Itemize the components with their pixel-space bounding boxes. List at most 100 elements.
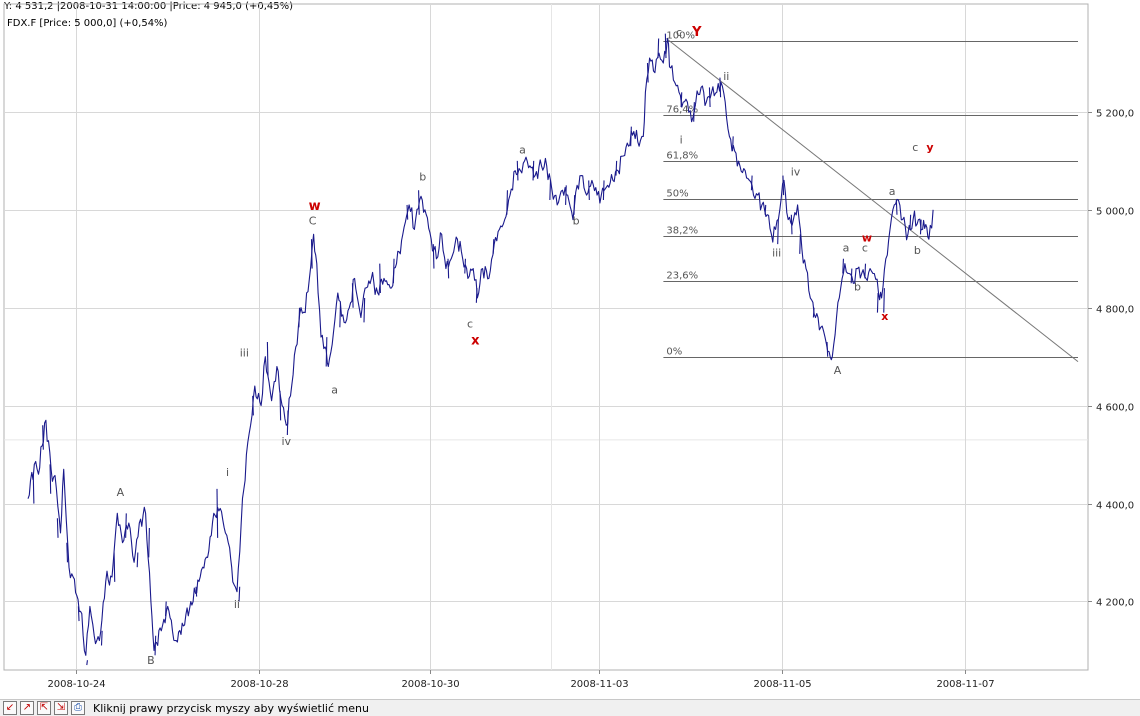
y-tick-label: 5 200,0 — [1096, 109, 1134, 120]
plot-frame — [3, 3, 1089, 671]
price-spike — [165, 601, 167, 617]
price-spike — [732, 136, 734, 152]
wave-label: iii — [240, 347, 249, 360]
price-spike — [86, 660, 88, 666]
wave-label: c — [862, 241, 868, 254]
price-spike — [602, 180, 605, 201]
price-spike — [379, 263, 381, 294]
price-spike — [850, 268, 853, 284]
price-spike — [532, 160, 535, 181]
price-spike — [363, 297, 366, 323]
wave-label: iv — [791, 166, 801, 179]
price-spike — [66, 542, 69, 563]
price-spike — [49, 464, 52, 494]
price-spike — [432, 244, 435, 269]
x-tick-label: 2008-10-24 — [47, 679, 105, 690]
wave-label: b — [419, 170, 426, 183]
wave-label: x — [881, 310, 888, 323]
zoom-out-icon[interactable]: ↙ — [3, 701, 17, 715]
price-spike — [238, 586, 241, 602]
price-spike — [447, 258, 450, 279]
wave-label: a — [889, 185, 896, 198]
price-spike — [777, 219, 779, 245]
price-spike — [148, 528, 150, 558]
wave-label: a — [843, 241, 850, 254]
price-spike — [42, 425, 44, 450]
crosshair-readout: Y: 4 531,2 |2008-10-31 14:00:00 |Price: … — [4, 1, 294, 12]
price-spike — [549, 180, 552, 201]
price-spike — [351, 283, 354, 308]
price-spike — [286, 410, 289, 436]
wave-label: b — [914, 244, 921, 257]
zoom-in-icon[interactable]: ↗ — [20, 701, 34, 715]
fib-level-label: 61,8% — [666, 151, 698, 162]
wave-label: c — [912, 141, 918, 154]
zoom-fit-icon[interactable]: ⇱ — [37, 701, 51, 715]
price-spike — [864, 263, 867, 279]
wave-label: Y — [691, 25, 702, 40]
price-spike — [646, 62, 649, 83]
wave-label: a — [519, 144, 526, 157]
price-line — [27, 37, 934, 656]
price-spike — [113, 552, 116, 582]
wave-label: c — [676, 26, 682, 39]
wave-label: b — [573, 215, 580, 228]
fib-level-label: 76,4% — [666, 105, 698, 116]
price-spike — [100, 630, 103, 646]
price-spike — [216, 488, 219, 538]
wave-label: iv — [282, 435, 292, 448]
price-spike — [883, 288, 885, 313]
y-tick-label: 4 400,0 — [1096, 501, 1134, 512]
price-spike — [693, 102, 695, 122]
x-tick-label: 2008-10-28 — [230, 679, 288, 690]
price-spike — [680, 92, 683, 108]
wave-label: a — [331, 383, 338, 396]
price-spike — [56, 518, 59, 538]
print-icon[interactable]: ⎙ — [71, 701, 85, 715]
price-spike — [279, 390, 282, 421]
price-spike — [136, 552, 139, 568]
trendline-layer[interactable] — [666, 38, 1079, 362]
fib-level-label: 0% — [666, 347, 682, 358]
fib-level-label: 38,2% — [666, 226, 698, 237]
wave-label: A — [834, 364, 842, 377]
axes: 4 200,0 4 400,0 4 600,0 4 800,0 5 000,0 5 200… — [47, 109, 1134, 691]
price-spike — [506, 190, 508, 215]
price-spike — [298, 307, 301, 328]
price-spike — [615, 160, 618, 176]
zoom-reset-icon[interactable]: ⇲ — [54, 701, 68, 715]
y-tick-label: 4 800,0 — [1096, 305, 1134, 316]
wave-label: A — [117, 486, 125, 499]
x-tick-label: 2008-10-30 — [401, 679, 459, 690]
price-spike — [842, 258, 844, 274]
wave-label: iii — [772, 246, 781, 259]
fib-level-label: 100% — [666, 31, 695, 42]
price-spike — [782, 175, 785, 196]
price-spike — [719, 77, 722, 98]
price-spike — [125, 513, 127, 538]
price-spike — [492, 239, 495, 254]
fibonacci-retracement[interactable]: 100% 76,4% 61,8% 50% 38,2% 23,6% 0% — [663, 31, 1078, 358]
price-spike — [392, 258, 395, 284]
price-spike — [630, 126, 632, 147]
price-spike — [588, 180, 590, 201]
y-tick-label: 4 200,0 — [1096, 598, 1134, 609]
price-spike — [418, 190, 420, 215]
price-spike — [826, 341, 829, 357]
price-spike — [764, 204, 767, 215]
symbol-label: FDX.F [Price: 5 000,0] (+0,54%) — [7, 18, 168, 29]
price-spike — [895, 200, 898, 215]
wave-label: c — [467, 317, 473, 330]
price-spike — [32, 474, 35, 504]
x-tick-label: 2008-11-03 — [570, 679, 628, 690]
price-spike — [266, 341, 269, 377]
price-spike — [565, 185, 567, 205]
status-hint: Kliknij prawy przycisk myszy aby wyświet… — [93, 701, 369, 715]
price-spike — [919, 219, 922, 235]
wave-label: ii — [723, 70, 729, 83]
wave-label: i — [226, 466, 229, 479]
price-spike — [799, 234, 801, 254]
price-chart[interactable]: 100%76,4%61,8%50%38,2%23,6%0% ABiiiiiiiv… — [0, 0, 1140, 698]
wave-label: C — [309, 215, 317, 228]
